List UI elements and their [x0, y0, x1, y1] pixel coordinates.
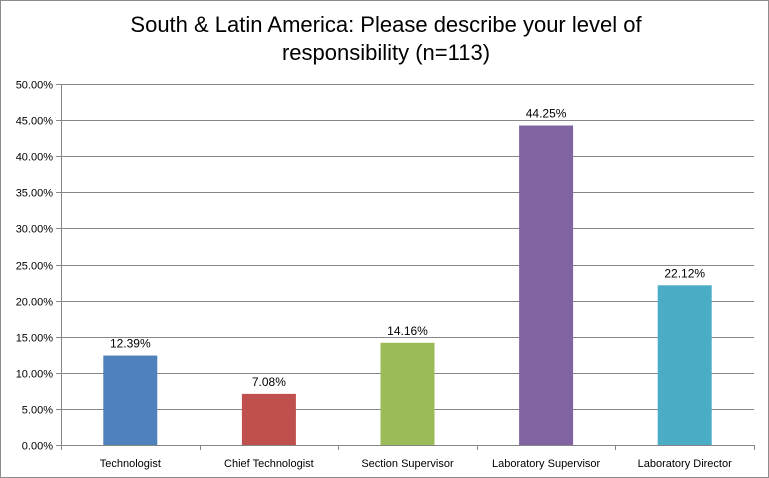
data-label: 7.08% [252, 375, 286, 389]
bar-section-supervisor [380, 342, 435, 445]
y-tick-label: 30.00% [16, 224, 54, 236]
data-label: 12.39% [110, 337, 151, 351]
data-label: 14.16% [387, 324, 428, 338]
y-tick-label: 5.00% [22, 405, 53, 417]
bar-chief-technologist [241, 393, 296, 445]
axes [56, 84, 755, 450]
y-tick-label: 35.00% [16, 188, 54, 200]
data-label: 44.25% [526, 107, 567, 121]
chart-title-line-2: responsibility (n=113) [281, 40, 491, 65]
bar-laboratory-director [657, 285, 712, 445]
category-label: Technologist [100, 458, 161, 470]
chart-title: South & Latin America: Please describe y… [61, 11, 711, 67]
y-tick-label: 10.00% [16, 369, 54, 381]
bars [103, 125, 712, 445]
y-tick-label: 45.00% [16, 116, 54, 128]
data-label: 22.12% [664, 266, 705, 280]
y-tick-label: 15.00% [16, 333, 54, 345]
category-label: Section Supervisor [361, 458, 454, 470]
bar-technologist [103, 355, 158, 445]
y-tick-label: 20.00% [16, 297, 54, 309]
y-tick-label: 40.00% [16, 152, 54, 164]
y-tick-label: 25.00% [16, 261, 54, 273]
category-label: Laboratory Director [638, 458, 732, 470]
bar-laboratory-supervisor [519, 125, 574, 445]
y-tick-label: 0.00% [22, 441, 53, 453]
labels: 0.00% 5.00% 10.00% 15.00% 20.00% 25.00% 30.00%… [16, 80, 732, 471]
category-label: Chief Technologist [224, 458, 314, 470]
category-label: Laboratory Supervisor [492, 458, 601, 470]
chart-title-line-1: South & Latin America: Please describe y… [130, 12, 642, 37]
gridlines [61, 84, 754, 410]
y-tick-label: 50.00% [16, 80, 54, 92]
